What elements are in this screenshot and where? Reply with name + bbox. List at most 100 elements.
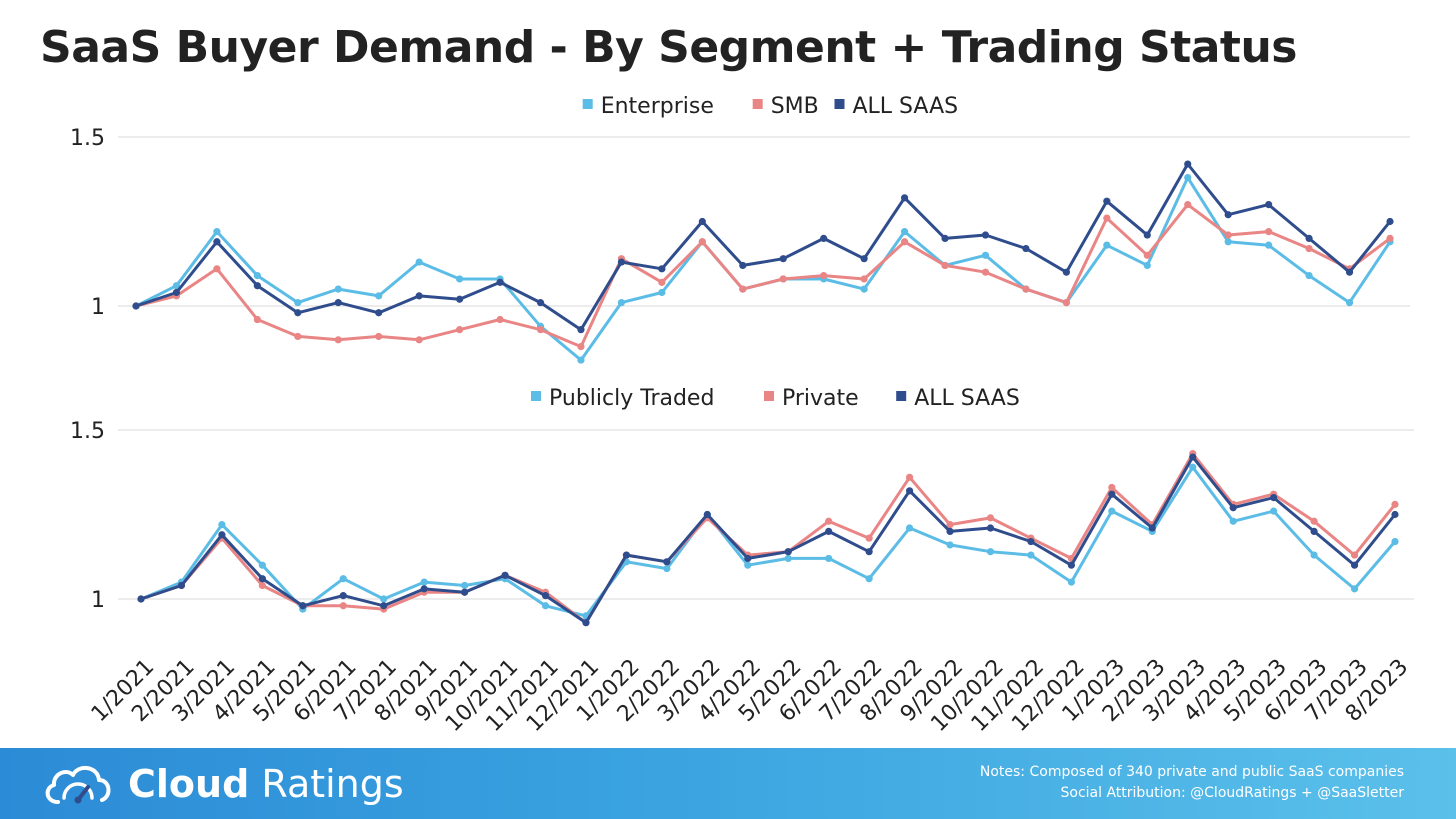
series-line [135, 203, 1391, 349]
notes-line-1: Notes: Composed of 340 private and publi… [979, 764, 1404, 780]
data-point [820, 271, 828, 280]
data-point [577, 356, 585, 364]
data-point [213, 265, 221, 273]
data-point [779, 255, 787, 263]
data-point [1305, 244, 1313, 253]
series-line [135, 162, 1392, 332]
data-point [415, 258, 423, 266]
data-point [905, 524, 914, 532]
data-point [375, 309, 383, 317]
data-point [986, 548, 995, 556]
data-point [658, 288, 666, 297]
y-tick-label: 1 [91, 588, 105, 613]
data-point [820, 234, 828, 242]
data-point [744, 554, 752, 563]
data-point [258, 561, 266, 569]
data-point [1103, 197, 1111, 205]
data-point [622, 551, 631, 559]
series-line [140, 452, 1397, 625]
data-point [663, 564, 671, 573]
data-point [779, 275, 787, 283]
data-point [1270, 507, 1278, 515]
data-point [1067, 578, 1075, 586]
data-point [375, 292, 383, 300]
data-point [981, 251, 990, 259]
data-point [456, 295, 464, 303]
data-point [1067, 561, 1075, 569]
data-point [1350, 561, 1359, 569]
data-point [536, 326, 545, 334]
data-point [1148, 524, 1156, 532]
data-point [258, 575, 266, 583]
data-point [617, 258, 626, 266]
data-point [456, 275, 464, 283]
data-point [1345, 299, 1354, 307]
data-point [415, 336, 423, 344]
data-point [541, 592, 550, 600]
data-point [218, 521, 226, 529]
legend-swatch [582, 99, 593, 109]
legend-swatch [764, 391, 774, 401]
data-point [825, 517, 833, 525]
data-point [213, 238, 221, 246]
data-point [294, 299, 302, 307]
data-point [1103, 241, 1111, 249]
data-point [900, 238, 909, 246]
data-point [1265, 241, 1273, 249]
data-point [1229, 517, 1237, 525]
data-point [1391, 500, 1399, 508]
data-point [541, 602, 550, 610]
data-point [739, 261, 747, 270]
legend-label: Enterprise [601, 94, 714, 119]
data-point [1391, 510, 1399, 519]
data-point [334, 285, 342, 293]
notes: Notes: Composed of 340 private and publi… [980, 762, 1404, 804]
data-point [860, 285, 868, 293]
data-point [172, 288, 181, 297]
data-point [825, 527, 833, 536]
legend-label: Private [782, 386, 859, 411]
y-tick-label: 1 [91, 295, 105, 320]
legend-label: ALL SAAS [853, 94, 959, 119]
data-point [1224, 211, 1232, 219]
data-point [946, 527, 954, 536]
data-point [334, 299, 342, 307]
legend-label: Publicly Traded [549, 386, 714, 411]
data-point [1184, 201, 1192, 209]
data-point [739, 285, 747, 293]
legend-label: SMB [771, 94, 819, 119]
data-point [941, 234, 949, 242]
data-point [1350, 585, 1359, 593]
legend-swatch [896, 391, 907, 401]
data-point [698, 238, 706, 246]
data-point [258, 581, 266, 590]
data-point [784, 554, 792, 563]
data-point [1350, 551, 1359, 559]
data-point [946, 541, 954, 549]
data-point [784, 548, 792, 556]
data-point [658, 278, 666, 286]
data-point [1143, 231, 1151, 239]
data-point [461, 581, 469, 590]
series-line [140, 455, 1397, 625]
data-point [1305, 234, 1313, 242]
data-point [941, 261, 949, 270]
data-point [1229, 504, 1237, 512]
data-point [1345, 268, 1354, 276]
data-point [582, 619, 590, 627]
data-point [380, 595, 388, 603]
data-point [375, 332, 383, 341]
data-point [1265, 228, 1273, 236]
data-point [617, 299, 626, 307]
data-point [1108, 483, 1116, 492]
data-point [380, 602, 388, 610]
data-point [703, 510, 711, 519]
data-point [253, 271, 261, 280]
data-point [1184, 160, 1192, 168]
data-point [177, 581, 186, 590]
data-point [981, 268, 990, 276]
data-point [577, 342, 585, 351]
data-point [1386, 234, 1394, 242]
data-point [456, 326, 464, 334]
series-line [140, 465, 1397, 618]
